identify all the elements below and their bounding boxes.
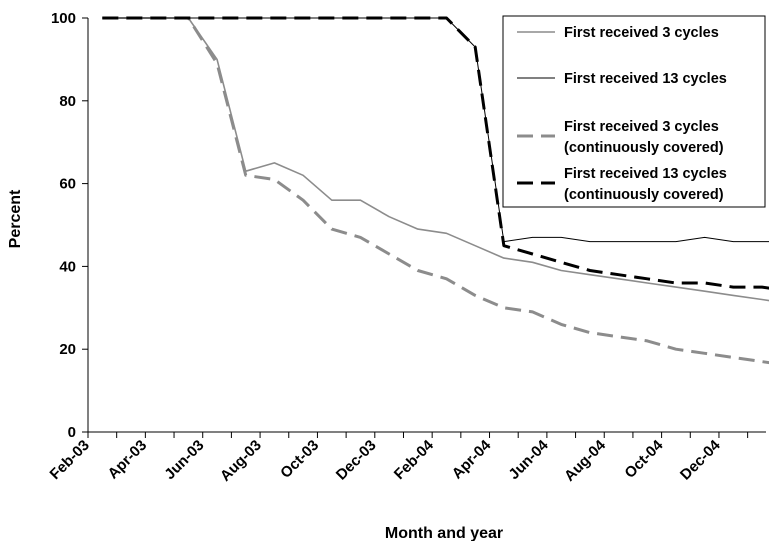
y-tick-label: 60 bbox=[59, 176, 76, 193]
x-tick-label: Apr-04 bbox=[449, 436, 495, 482]
legend-label-3: First received 3 cycles bbox=[564, 119, 719, 135]
x-tick-label: Dec-03 bbox=[333, 437, 380, 484]
legend: First received 3 cycles First received 13… bbox=[503, 16, 765, 207]
legend-label-2: First received 13 cycles bbox=[564, 71, 727, 87]
legend-label-4: First received 13 cycles bbox=[564, 166, 727, 182]
x-tick-label: Dec-04 bbox=[677, 436, 724, 483]
x-axis-title: Month and year bbox=[385, 525, 503, 541]
y-axis-ticks: 0 20 40 60 80 100 bbox=[51, 10, 88, 441]
y-axis-title: Percent bbox=[7, 189, 24, 248]
legend-label-4: (continuously covered) bbox=[564, 187, 724, 203]
x-tick-label: Apr-03 bbox=[105, 437, 151, 483]
x-tick-label: Aug-03 bbox=[217, 437, 265, 485]
y-tick-label: 0 bbox=[68, 424, 76, 441]
y-tick-label: 100 bbox=[51, 10, 76, 27]
x-tick-label: Feb-04 bbox=[391, 436, 438, 483]
x-tick-label: Jun-04 bbox=[505, 436, 552, 483]
x-tick-label: Oct-04 bbox=[621, 436, 666, 481]
x-tick-label: Oct-03 bbox=[277, 437, 322, 482]
x-tick-label: Jun-03 bbox=[161, 437, 207, 483]
x-axis-ticks: Feb-03 Apr-03 Jun-03 Aug-03 Oct-03 Dec-03 Feb-… bbox=[47, 432, 769, 485]
legend-label-1: First received 3 cycles bbox=[564, 25, 719, 41]
legend-label-3: (continuously covered) bbox=[564, 140, 724, 156]
y-tick-label: 40 bbox=[59, 258, 76, 275]
y-tick-label: 20 bbox=[59, 341, 76, 358]
x-tick-label: Feb-03 bbox=[47, 437, 93, 483]
y-tick-label: 80 bbox=[59, 93, 76, 110]
x-tick-label: Aug-04 bbox=[561, 436, 609, 484]
